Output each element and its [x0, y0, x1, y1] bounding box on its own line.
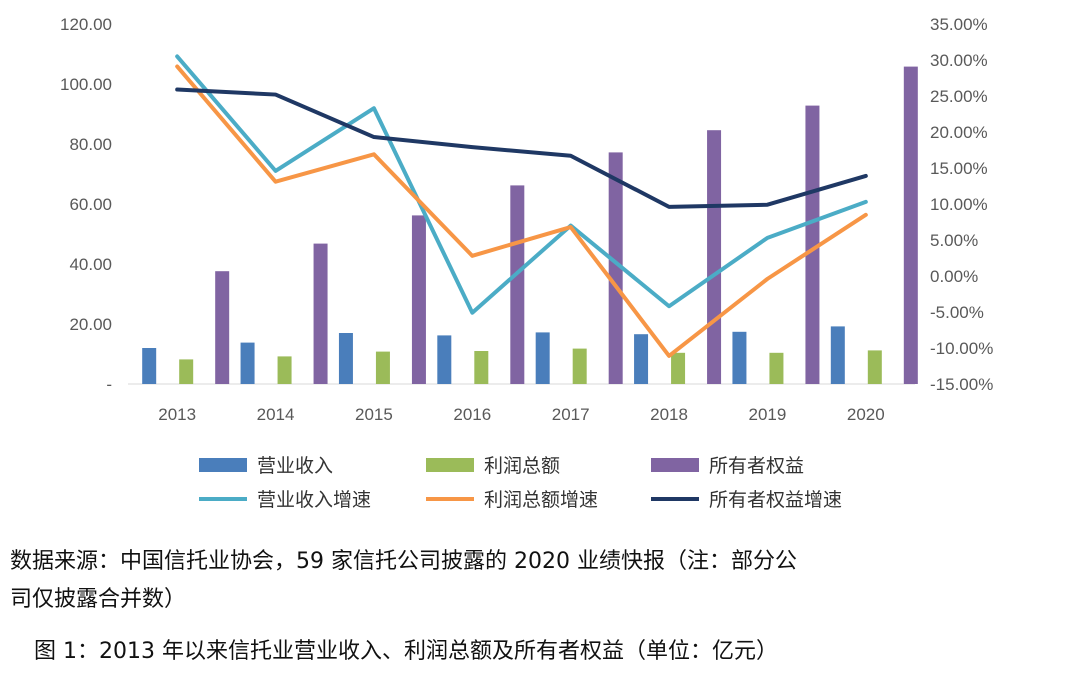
legend-label-营业收入: 营业收入: [257, 455, 333, 477]
bar-所有者权益-2013: [215, 271, 230, 384]
legend-label-所有者权益: 所有者权益: [709, 455, 804, 477]
bar-所有者权益-2014: [313, 243, 328, 384]
bar-所有者权益-2020: [903, 66, 918, 384]
right-tick-label: 35.00%: [930, 15, 988, 34]
bar-所有者权益-2018: [707, 130, 722, 384]
x-axis-ticks: 2013 2014 2015 2016 2017 2018 2019 2020: [158, 405, 884, 424]
line-所有者权益增速: [175, 87, 868, 209]
right-tick-label: 15.00%: [930, 159, 988, 178]
bar-所有者权益-2016: [510, 185, 525, 384]
left-tick-label: 40.00: [69, 255, 112, 274]
legend-label-利润总额: 利润总额: [484, 455, 560, 477]
bar-利润总额-2020: [867, 350, 882, 384]
right-tick-label: -5.00%: [930, 303, 984, 322]
x-tick-label: 2015: [355, 405, 393, 424]
bar-所有者权益-2019: [805, 105, 820, 384]
legend-swatch-营业收入: [199, 458, 247, 472]
line-marks: [175, 54, 868, 358]
bar-营业收入-2017: [535, 332, 550, 384]
x-tick-label: 2013: [158, 405, 196, 424]
legend-label-营业收入增速: 营业收入增速: [257, 489, 371, 511]
figure-title: 图 1：2013 年以来信托业营业收入、利润总额及所有者权益（单位：亿元）: [34, 639, 778, 664]
left-axis-ticks: - 20.00 40.00 60.00 80.00 100.00 120.00: [60, 15, 112, 394]
bar-利润总额-2015: [375, 351, 390, 384]
bar-利润总额-2016: [474, 351, 489, 384]
x-tick-label: 2014: [257, 405, 295, 424]
right-tick-label: 20.00%: [930, 123, 988, 142]
bar-营业收入-2016: [437, 335, 452, 384]
right-tick-label: -10.00%: [930, 339, 993, 358]
x-tick-label: 2019: [749, 405, 787, 424]
right-tick-label: 30.00%: [930, 51, 988, 70]
right-tick-label: -15.00%: [930, 375, 993, 394]
bar-利润总额-2013: [179, 359, 194, 384]
left-tick-label: -: [106, 375, 112, 394]
bar-marks: [142, 66, 918, 384]
left-tick-label: 20.00: [69, 315, 112, 334]
bar-所有者权益-2015: [411, 215, 426, 384]
right-tick-label: 10.00%: [930, 195, 988, 214]
x-tick-label: 2018: [650, 405, 688, 424]
bar-利润总额-2018: [671, 352, 686, 384]
bar-利润总额-2019: [769, 352, 784, 384]
left-tick-label: 60.00: [69, 195, 112, 214]
source-note-line-1: 数据来源：中国信托业协会，59 家信托公司披露的 2020 业绩快报（注：部分公: [10, 549, 797, 574]
bar-利润总额-2014: [277, 356, 292, 384]
legend-swatch-所有者权益: [651, 458, 699, 472]
bar-营业收入-2014: [240, 342, 255, 384]
bar-营业收入-2018: [634, 334, 649, 384]
legend-label-所有者权益增速: 所有者权益增速: [709, 489, 842, 511]
line-营业收入增速: [175, 54, 868, 315]
bar-所有者权益-2017: [608, 152, 623, 384]
right-axis-ticks: -15.00% -10.00% -5.00% 0.00% 5.00% 10.00% 15.0…: [930, 15, 993, 394]
source-note-line-2: 司仅披露合并数）: [10, 587, 187, 612]
x-tick-label: 2020: [847, 405, 885, 424]
legend-label-利润总额增速: 利润总额增速: [484, 489, 598, 511]
bar-营业收入-2019: [732, 331, 747, 384]
right-tick-label: 5.00%: [930, 231, 978, 250]
x-tick-label: 2016: [453, 405, 491, 424]
bar-营业收入-2015: [338, 333, 353, 384]
x-tick-label: 2017: [552, 405, 590, 424]
right-tick-label: 0.00%: [930, 267, 978, 286]
left-tick-label: 120.00: [60, 15, 112, 34]
combo-chart: - 20.00 40.00 60.00 80.00 100.00 120.00 -15.00…: [60, 15, 993, 511]
left-tick-label: 80.00: [69, 135, 112, 154]
bar-利润总额-2017: [572, 348, 587, 384]
bar-营业收入-2013: [142, 348, 157, 384]
legend-swatch-利润总额: [426, 458, 474, 472]
line-利润总额增速: [175, 64, 868, 358]
left-tick-label: 100.00: [60, 75, 112, 94]
right-tick-label: 25.00%: [930, 87, 988, 106]
bar-营业收入-2020: [830, 326, 845, 384]
